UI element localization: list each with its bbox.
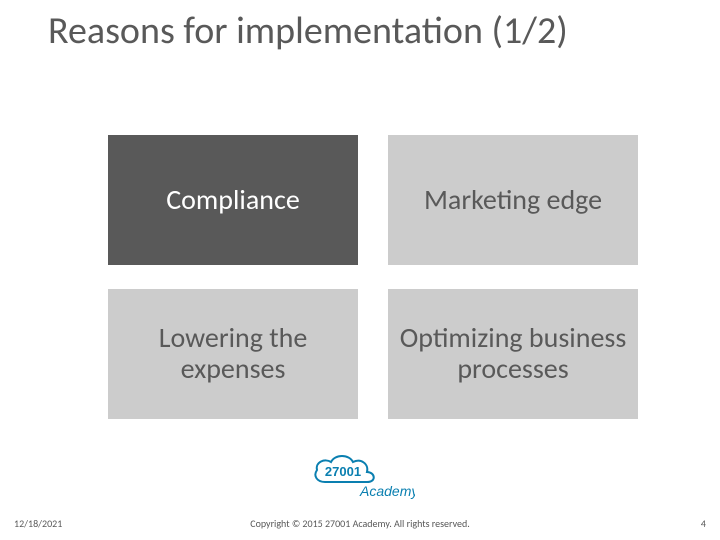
slide-title: Reasons for implementation (1/2) [48,10,568,54]
academy-logo-icon: 27001 Academy [305,448,415,500]
tile-lowering-expenses: Lowering the expenses [108,289,358,419]
reasons-grid: Compliance Marketing edge Lowering the e… [108,135,638,419]
logo-bottom-text: Academy [359,483,415,499]
tile-optimizing-processes: Optimizing business processes [388,289,638,419]
logo-top-text: 27001 [325,464,361,479]
footer-page-number: 4 [701,517,706,530]
tile-compliance: Compliance [108,135,358,265]
tile-marketing-edge: Marketing edge [388,135,638,265]
footer-copyright: Copyright © 2015 27001 Academy. All righ… [0,517,720,530]
logo: 27001 Academy [0,448,720,505]
